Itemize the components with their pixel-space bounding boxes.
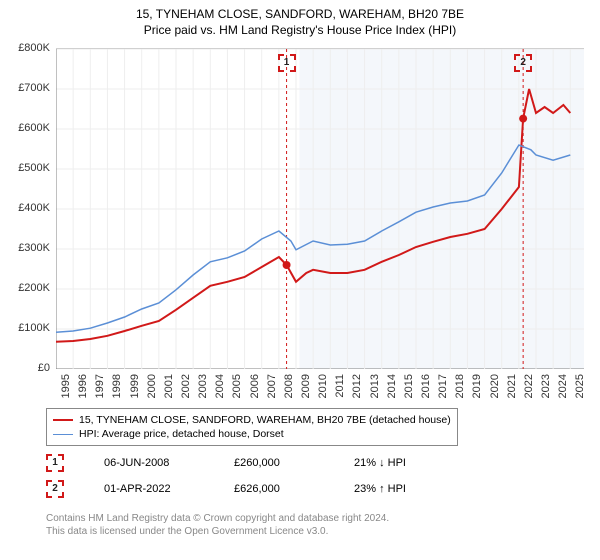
x-tick-label: 2003: [197, 374, 209, 398]
y-tick-label: £500K: [8, 162, 50, 174]
x-tick-label: 2017: [437, 374, 449, 398]
transaction-date: 01-APR-2022: [104, 483, 194, 495]
y-tick-label: £600K: [8, 122, 50, 134]
x-tick-label: 2011: [334, 374, 346, 398]
x-tick-label: 1996: [77, 374, 89, 398]
transaction-marker: 1: [46, 454, 64, 472]
transaction-price: £626,000: [234, 483, 314, 495]
x-tick-label: 2000: [146, 374, 158, 398]
x-tick-label: 1997: [94, 374, 106, 398]
x-tick-label: 2007: [266, 374, 278, 398]
transaction-pct: 23% ↑ HPI: [354, 483, 406, 495]
transaction-pct: 21% ↓ HPI: [354, 457, 406, 469]
x-tick-label: 2019: [471, 374, 483, 398]
chart-title: 15, TYNEHAM CLOSE, SANDFORD, WAREHAM, BH…: [0, 0, 600, 23]
footnote: Contains HM Land Registry data © Crown c…: [46, 512, 389, 538]
x-tick-label: 2015: [403, 374, 415, 398]
chart-container: { "title_line1": "15, TYNEHAM CLOSE, SAN…: [0, 0, 600, 560]
x-tick-label: 2006: [249, 374, 261, 398]
plot-area: [56, 48, 584, 368]
x-tick-label: 2022: [523, 374, 535, 398]
x-tick-label: 1999: [129, 374, 141, 398]
transaction-row: 2 01-APR-2022 £626,000 23% ↑ HPI: [46, 480, 406, 498]
x-tick-label: 2020: [489, 374, 501, 398]
x-tick-label: 2008: [283, 374, 295, 398]
x-tick-label: 2013: [369, 374, 381, 398]
x-tick-label: 2005: [231, 374, 243, 398]
legend-item: HPI: Average price, detached house, Dors…: [53, 427, 451, 441]
x-tick-label: 2012: [351, 374, 363, 398]
transaction-marker: 2: [46, 480, 64, 498]
y-tick-label: £200K: [8, 282, 50, 294]
y-tick-label: £100K: [8, 322, 50, 334]
x-tick-label: 1998: [111, 374, 123, 398]
x-tick-label: 2023: [540, 374, 552, 398]
y-tick-label: £700K: [8, 82, 50, 94]
chart-marker: 2: [514, 54, 532, 72]
x-tick-label: 2024: [557, 374, 569, 398]
chart-subtitle: Price paid vs. HM Land Registry's House …: [0, 23, 600, 41]
transaction-row: 1 06-JUN-2008 £260,000 21% ↓ HPI: [46, 454, 406, 472]
x-tick-label: 2014: [386, 374, 398, 398]
transaction-date: 06-JUN-2008: [104, 457, 194, 469]
x-tick-label: 2025: [574, 374, 586, 398]
chart-marker: 1: [278, 54, 296, 72]
y-tick-label: £800K: [8, 42, 50, 54]
legend: 15, TYNEHAM CLOSE, SANDFORD, WAREHAM, BH…: [46, 408, 458, 446]
legend-item: 15, TYNEHAM CLOSE, SANDFORD, WAREHAM, BH…: [53, 413, 451, 427]
y-tick-label: £400K: [8, 202, 50, 214]
x-tick-label: 2010: [317, 374, 329, 398]
x-tick-label: 2021: [506, 374, 518, 398]
x-tick-label: 2004: [214, 374, 226, 398]
y-tick-label: £0: [8, 362, 50, 374]
x-tick-label: 2009: [300, 374, 312, 398]
x-tick-label: 2016: [420, 374, 432, 398]
x-tick-label: 1995: [60, 374, 72, 398]
x-tick-label: 2002: [180, 374, 192, 398]
y-tick-label: £300K: [8, 242, 50, 254]
x-tick-label: 2018: [454, 374, 466, 398]
transaction-price: £260,000: [234, 457, 314, 469]
x-tick-label: 2001: [163, 374, 175, 398]
